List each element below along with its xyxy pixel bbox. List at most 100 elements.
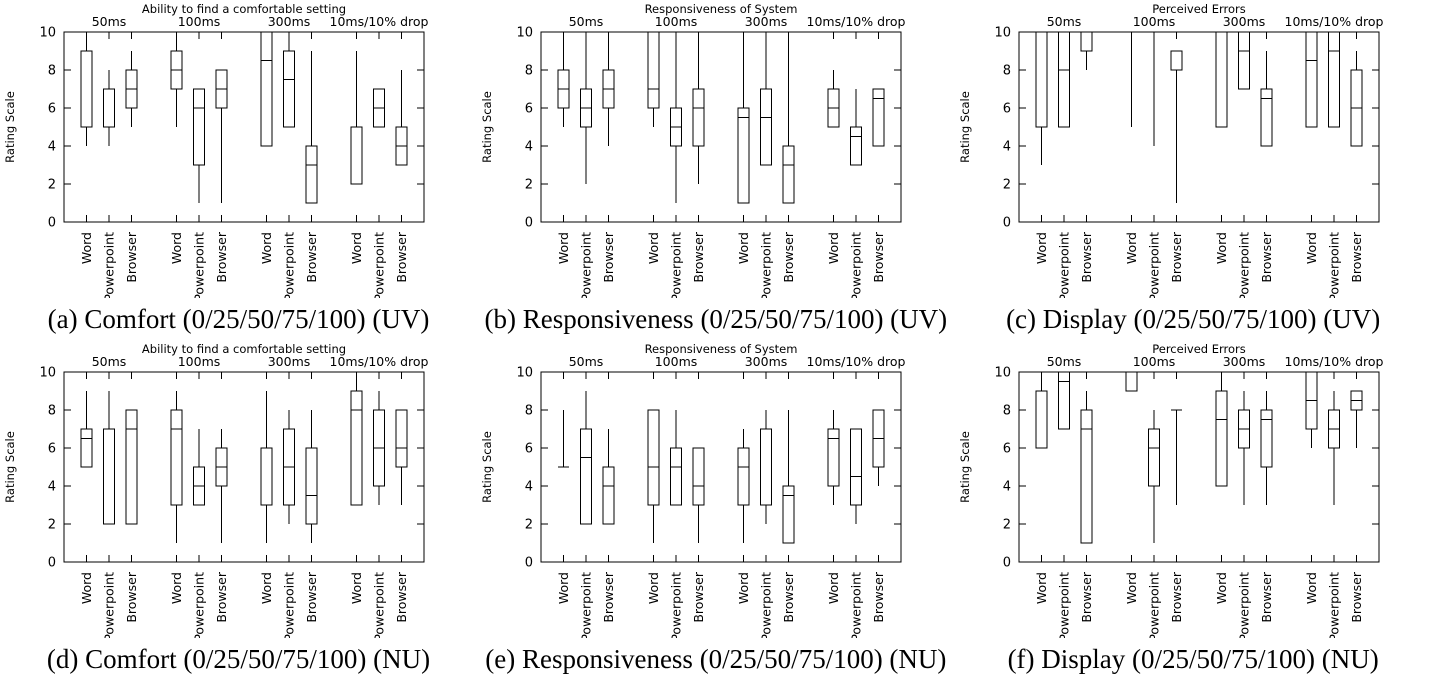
x-tick-label: Powerpoint — [669, 232, 684, 298]
box-10ms10drop-browser — [872, 88, 885, 147]
box-50ms-powerpoint — [1057, 31, 1070, 128]
box-100ms-word — [1125, 371, 1138, 392]
box-100ms-word — [647, 31, 660, 127]
x-tick-label: Powerpoint — [372, 572, 387, 638]
x-tick-label: Browser — [1079, 571, 1094, 623]
box-50ms-word — [80, 391, 93, 468]
box-300ms-browser — [305, 51, 318, 204]
x-tick-label: Powerpoint — [1326, 232, 1341, 298]
x-tick-label: Word — [646, 572, 661, 604]
box-100ms-word — [647, 409, 660, 543]
x-tick-label: Word — [79, 572, 94, 604]
box-50ms-word — [1035, 31, 1048, 165]
x-tick-label: Browser — [1169, 571, 1184, 623]
box-100ms-browser — [215, 69, 228, 203]
y-tick-label: 0 — [1002, 216, 1010, 231]
box-300ms-powerpoint — [282, 32, 296, 128]
box-100ms-powerpoint — [192, 88, 206, 203]
y-axis-label: Rating Scale — [480, 431, 494, 503]
y-tick-label: 2 — [525, 518, 533, 533]
panel-c: Perceived Errors 50ms 100ms 300ms 10ms/10% d… — [955, 0, 1432, 340]
x-tick-label: Word — [556, 232, 571, 264]
x-tick-label: Powerpoint — [282, 232, 297, 298]
boxplot-display-nu: Perceived Errors 50ms 100ms 300ms 10ms/10% d… — [958, 342, 1384, 638]
x-tick-label: Word — [169, 232, 184, 264]
boxplot-responsiveness-nu: Responsiveness of System 50ms 100ms 300ms 10… — [480, 342, 906, 638]
x-tick-label: Browser — [781, 231, 796, 283]
box-10ms10drop-word — [1305, 31, 1318, 128]
y-tick-label: 6 — [1002, 442, 1010, 457]
x-tick-label: Word — [1214, 232, 1229, 264]
x-tick-label: Powerpoint — [669, 572, 684, 638]
x-tick-label: Word — [1034, 572, 1049, 604]
x-tick-label: Powerpoint — [1146, 232, 1161, 298]
box-50ms-word — [1035, 372, 1048, 449]
x-tick-label: Word — [736, 232, 751, 264]
box-50ms-powerpoint — [580, 32, 593, 184]
box-50ms-powerpoint — [102, 391, 116, 525]
x-tick-label: Word — [826, 232, 841, 264]
y-tick-label: 4 — [525, 140, 533, 155]
box-300ms-browser — [1260, 51, 1273, 147]
plot-frame — [63, 371, 425, 563]
y-axis-label: Rating Scale — [3, 91, 17, 163]
x-tick-label: Word — [1304, 232, 1319, 264]
box-50ms-browser — [125, 409, 138, 525]
box-100ms-word — [1125, 31, 1137, 127]
x-tick-label: Powerpoint — [192, 572, 207, 638]
box-100ms-word — [170, 391, 183, 543]
plot-frame — [1018, 371, 1380, 563]
box-10ms10drop-browser — [872, 409, 885, 486]
x-tick-label: Word — [169, 572, 184, 604]
box-10ms10drop-browser — [395, 409, 408, 505]
group-label: 10ms/10% drop — [330, 14, 429, 29]
group-label: 50ms — [1046, 14, 1081, 29]
y-tick-label: 8 — [48, 64, 56, 79]
y-tick-label: 0 — [525, 216, 533, 231]
box-10ms10drop-powerpoint — [372, 88, 386, 128]
plot-frame — [540, 371, 902, 563]
box-300ms-word — [1215, 31, 1228, 128]
x-tick-label: Word — [1214, 572, 1229, 604]
plot-frame — [1018, 31, 1380, 223]
x-tick-label: Word — [646, 232, 661, 264]
x-tick-label: Powerpoint — [849, 572, 864, 638]
box-50ms-browser — [125, 51, 138, 127]
box-100ms-browser — [1170, 409, 1182, 505]
box-10ms10drop-browser — [1350, 390, 1363, 448]
x-tick-label: Powerpoint — [1056, 232, 1071, 298]
box-10ms10drop-powerpoint — [850, 428, 863, 524]
x-tick-label: Word — [826, 572, 841, 604]
x-tick-label: Powerpoint — [759, 572, 774, 638]
box-100ms-browser — [692, 447, 705, 543]
y-tick-label: 2 — [1002, 518, 1010, 533]
box-10ms10drop-powerpoint — [1327, 391, 1340, 505]
group-label: 100ms — [178, 14, 221, 29]
box-300ms-word — [260, 391, 273, 543]
box-300ms-word — [737, 429, 750, 543]
box-300ms-browser — [1260, 391, 1273, 505]
caption-e: (e) Responsiveness (0/25/50/75/100) (NU) — [485, 643, 947, 674]
y-tick-label: 10 — [39, 26, 56, 41]
group-label: 50ms — [1046, 354, 1081, 369]
panel-d: Ability to find a comfortable setting 50m… — [0, 340, 477, 680]
group-label: 300ms — [745, 14, 788, 29]
y-tick-label: 0 — [1002, 556, 1010, 571]
y-tick-label: 0 — [525, 556, 533, 571]
group-label: 300ms — [268, 14, 311, 29]
x-tick-label: Browser — [691, 571, 706, 623]
y-tick-label: 10 — [39, 366, 56, 381]
caption-d: (d) Comfort (0/25/50/75/100) (NU) — [46, 643, 431, 674]
group-label: 300ms — [1222, 354, 1265, 369]
x-tick-label: Browser — [601, 571, 616, 623]
box-50ms-browser — [602, 32, 615, 146]
x-tick-label: Browser — [304, 571, 319, 623]
y-tick-label: 4 — [1002, 140, 1010, 155]
caption-f: (f) Display (0/25/50/75/100) (NU) — [1007, 643, 1379, 674]
y-tick-label: 0 — [48, 556, 56, 571]
box-300ms-powerpoint — [282, 410, 296, 524]
x-tick-label: Word — [79, 232, 94, 264]
box-100ms-browser — [692, 32, 705, 184]
x-tick-label: Browser — [1079, 231, 1094, 283]
x-tick-label: Browser — [691, 231, 706, 283]
